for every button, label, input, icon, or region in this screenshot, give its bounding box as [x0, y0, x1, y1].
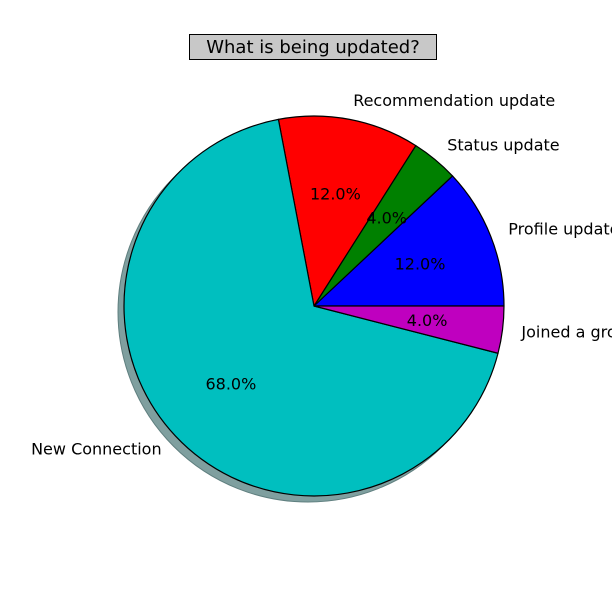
pie-percent-label: 12.0%	[395, 255, 446, 274]
chart-title: What is being updated?	[189, 34, 437, 60]
pie-percent-label: 4.0%	[366, 209, 407, 228]
pie-percent-label: 12.0%	[310, 185, 361, 204]
pie-percent-label: 68.0%	[205, 375, 256, 394]
pie-percent-labels: 12.0% 4.0% 12.0% 68.0% 4.0%	[205, 185, 447, 394]
pie-slice-labels: Profile update Status update Recommendatio…	[31, 91, 612, 458]
pie-slice-label: Status update	[447, 136, 559, 155]
pie-slice-label: Recommendation update	[353, 91, 555, 110]
pie-slices	[123, 115, 505, 497]
pie-slice-new-connection	[123, 118, 499, 497]
pie-slice-profile-update	[313, 175, 505, 307]
pie-slice-label: Joined a group	[520, 323, 612, 342]
pie-slice-label: Profile update	[508, 220, 612, 239]
pie-percent-label: 4.0%	[407, 311, 448, 330]
pie-slice-joined-a-group	[313, 305, 505, 354]
pie-slice-label: New Connection	[31, 440, 162, 459]
pie-slice-recommendation-update	[277, 115, 417, 307]
